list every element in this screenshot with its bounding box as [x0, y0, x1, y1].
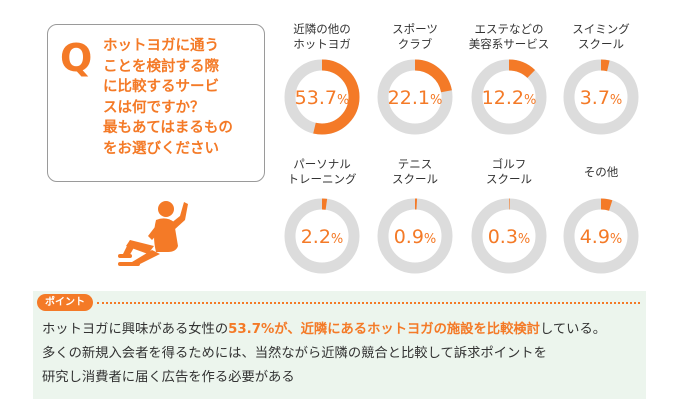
- value-label: 53.7%: [295, 87, 350, 109]
- value-label: 4.9%: [580, 226, 623, 248]
- thinking-person-illustration: [118, 201, 188, 266]
- category-label-line: トレーニング: [287, 172, 357, 186]
- donut-value-arc: [377, 59, 453, 135]
- value-unit: %: [610, 93, 622, 108]
- category-label: エステなどの 美容系サービス: [454, 22, 564, 52]
- value-label: 12.2%: [482, 87, 537, 109]
- value-number: 53.7: [295, 87, 337, 109]
- question-line: ホットヨガに通う: [103, 38, 219, 54]
- value-number: 4.9: [580, 226, 610, 248]
- value-unit: %: [518, 232, 530, 247]
- value-number: 22.1: [388, 87, 430, 109]
- value-unit: %: [331, 232, 343, 247]
- donut-value-arc: [377, 198, 453, 274]
- question-line: ことを検討する際: [103, 58, 219, 75]
- point-line-3: 研究し消費者に届く広告を作る必要がある: [42, 370, 295, 385]
- donut-value-arc: [471, 198, 547, 274]
- donut-ring: 0.3%: [471, 198, 547, 274]
- point-line-1: ホットヨガに興味がある女性の53.7%が、近隣にあるホットヨガの施設を比較検討し…: [42, 318, 642, 342]
- question-text: ホットヨガに通う ことを検討する際 に比較するサービ スは何ですか？ 最もあては…: [103, 36, 263, 159]
- donut-value-arc: [471, 59, 547, 135]
- donut-value-arc: [563, 59, 639, 135]
- point-line-1-highlight: 53.7%が、近隣にあるホットヨガの施設を比較検討: [228, 322, 540, 337]
- category-label-line: その他: [583, 165, 619, 179]
- value-unit: %: [610, 232, 622, 247]
- category-label: スポーツ クラブ: [360, 22, 470, 52]
- category-label: スイミング スクール: [546, 22, 656, 52]
- donut-value-arc: [563, 198, 639, 274]
- category-label-line: スポーツ: [392, 22, 438, 36]
- value-unit: %: [430, 93, 442, 108]
- value-number: 0.3: [488, 226, 518, 248]
- question-line: 最もあてはまるもの: [103, 120, 233, 136]
- question-letter: Q: [60, 36, 93, 80]
- category-label: テニス スクール: [360, 157, 470, 187]
- value-number: 3.7: [580, 87, 610, 109]
- category-label-line: 近隣の他の: [293, 22, 351, 36]
- category-label-line: ゴルフ: [491, 157, 527, 171]
- category-label: 近隣の他の ホットヨガ: [267, 22, 377, 52]
- point-line-2: 多くの新規入会者を得るためには、当然ながら近隣の競合と比較して訴求ポイントを: [42, 346, 547, 361]
- question-line: をお選びください: [103, 140, 219, 157]
- category-label-line: スクール: [392, 172, 438, 186]
- category-label: ゴルフ スクール: [454, 157, 564, 187]
- point-line-1-pre: ホットヨガに興味がある女性の: [42, 322, 229, 337]
- value-unit: %: [524, 93, 536, 108]
- category-label-line: スイミング: [572, 22, 630, 36]
- category-label-line: スクール: [578, 37, 624, 51]
- point-text: ホットヨガに興味がある女性の53.7%が、近隣にあるホットヨガの施設を比較検討し…: [42, 318, 642, 390]
- donut-ring: 12.2%: [471, 59, 547, 135]
- value-label: 2.2%: [301, 226, 344, 248]
- donut-value-arc: [284, 198, 360, 274]
- point-line-1-post: している。: [539, 322, 607, 337]
- question-line: に比較するサービ: [103, 79, 219, 95]
- donut-ring: 3.7%: [563, 59, 639, 135]
- value-unit: %: [337, 93, 349, 108]
- question-bubble: [47, 24, 265, 182]
- value-number: 12.2: [482, 87, 524, 109]
- value-label: 22.1%: [388, 87, 443, 109]
- question-line: スは何ですか？: [103, 99, 205, 116]
- category-label-line: スクール: [486, 172, 532, 186]
- donut-ring: 0.9%: [377, 198, 453, 274]
- value-label: 3.7%: [580, 87, 623, 109]
- value-label: 0.3%: [488, 226, 531, 248]
- donut-ring: 4.9%: [563, 198, 639, 274]
- donut-ring: 2.2%: [284, 198, 360, 274]
- category-label-line: ホットヨガ: [293, 37, 351, 51]
- donut-value-arc: [284, 59, 360, 135]
- point-badge: ポイント: [37, 294, 93, 311]
- category-label-line: パーソナル: [293, 157, 351, 171]
- value-number: 2.2: [301, 226, 331, 248]
- category-label-line: テニス: [397, 157, 433, 171]
- category-label-line: 美容系サービス: [468, 37, 550, 51]
- category-label: パーソナル トレーニング: [267, 157, 377, 187]
- category-label-line: エステなどの: [474, 22, 544, 36]
- donut-ring: 22.1%: [377, 59, 453, 135]
- donut-ring: 53.7%: [284, 59, 360, 135]
- value-unit: %: [424, 232, 436, 247]
- category-label-line: クラブ: [397, 37, 433, 51]
- value-label: 0.9%: [394, 226, 437, 248]
- category-label: その他: [546, 165, 656, 180]
- point-box: [33, 291, 646, 399]
- value-number: 0.9: [394, 226, 424, 248]
- point-dotted-divider: [97, 302, 640, 304]
